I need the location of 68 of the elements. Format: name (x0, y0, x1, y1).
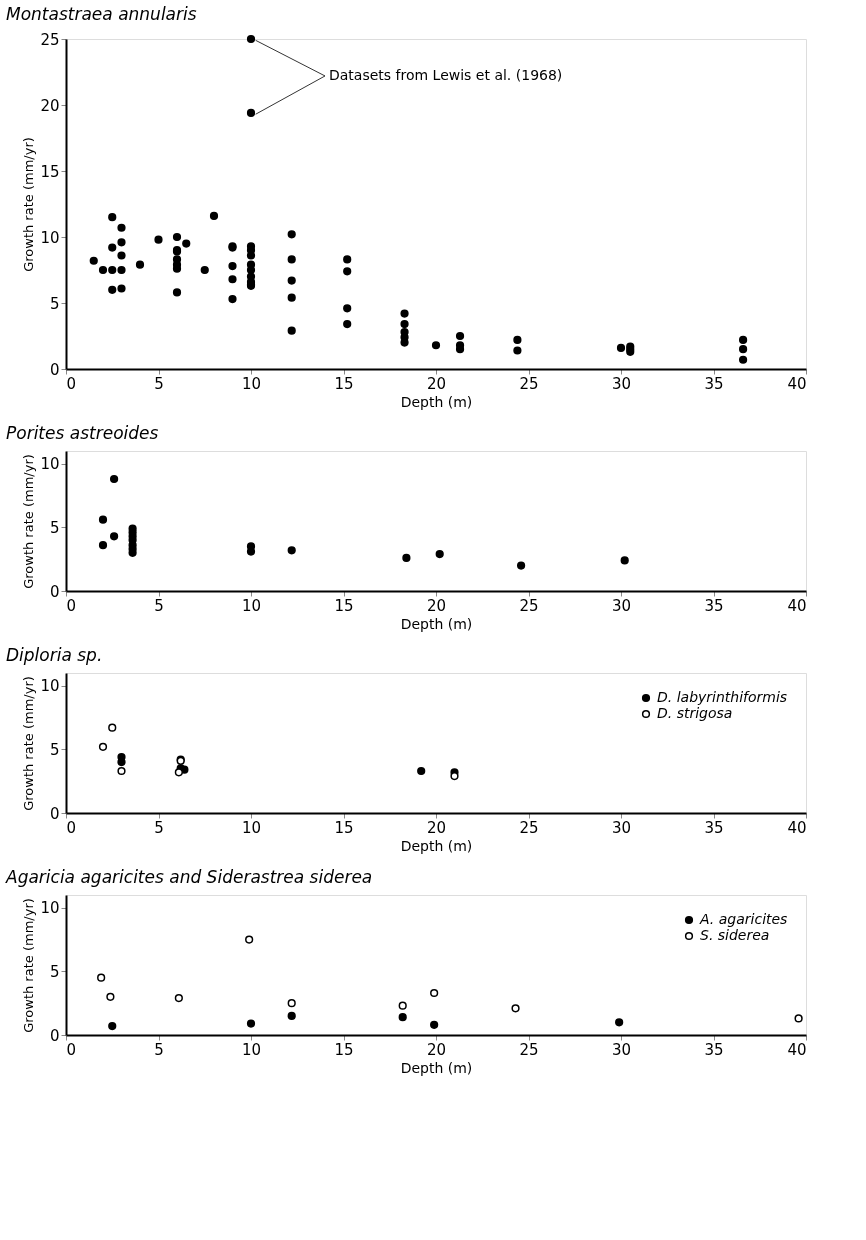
y-tick-label: 0 (49, 360, 60, 379)
annotation: Datasets from Lewis et al. (1968) (329, 66, 563, 83)
x-tick-label: 30 (611, 818, 632, 837)
x-tick-label: 35 (704, 818, 724, 837)
y-tick-label: 5 (49, 962, 60, 981)
x-tick-label: 10 (241, 818, 262, 837)
x-tick-label: 20 (426, 596, 447, 615)
x-tick-label: 35 (704, 596, 724, 615)
chart-title: Porites astreoides (6, 423, 159, 443)
legend-label: S. siderea (700, 927, 770, 943)
x-tick-label: 0 (66, 818, 77, 837)
x-axis-title: Depth (m) (400, 393, 473, 410)
y-axis-title: Growth rate (mm/yr) (21, 137, 37, 272)
x-tick-label: 5 (154, 818, 164, 837)
y-tick-label: 0 (49, 582, 60, 601)
x-tick-label: 5 (154, 596, 164, 615)
x-tick-label: 15 (334, 818, 354, 837)
y-tick-label: 10 (40, 455, 60, 474)
y-tick-label: 0 (49, 1026, 60, 1045)
x-tick-label: 40 (787, 596, 807, 615)
x-tick-label: 35 (704, 1040, 724, 1059)
x-tick-label: 40 (787, 374, 807, 393)
chart-title: Montastraea annularis (6, 4, 197, 24)
y-axis-title: Growth rate (mm/yr) (21, 454, 37, 589)
x-tick-label: 25 (519, 374, 539, 393)
y-tick-label: 25 (40, 30, 60, 49)
x-tick-label: 20 (426, 374, 447, 393)
x-tick-label: 20 (426, 818, 447, 837)
x-tick-label: 25 (519, 818, 539, 837)
x-axis-title: Depth (m) (400, 837, 473, 854)
x-tick-label: 40 (787, 818, 807, 837)
y-tick-label: 5 (49, 294, 60, 313)
chart-title: Agaricia agaricites and Siderastrea siderea (5, 867, 373, 887)
chart-title: Diploria sp. (6, 645, 103, 665)
x-tick-label: 15 (334, 596, 354, 615)
y-axis-title: Growth rate (mm/yr) (21, 898, 37, 1033)
x-tick-label: 0 (66, 1040, 77, 1059)
y-tick-label: 10 (40, 677, 60, 696)
y-tick-label: 20 (40, 96, 60, 115)
y-tick-label: 5 (49, 518, 60, 537)
x-axis-title: Depth (m) (400, 615, 473, 632)
x-axis-title: Depth (m) (400, 1059, 473, 1076)
y-axis-title: Growth rate (mm/yr) (21, 676, 37, 811)
x-tick-label: 15 (334, 374, 354, 393)
x-tick-label: 25 (519, 596, 539, 615)
y-tick-label: 0 (49, 804, 60, 823)
legend-label: D. labyrinthiformis (657, 689, 788, 705)
y-tick-label: 10 (40, 899, 60, 918)
x-tick-label: 30 (611, 596, 632, 615)
x-tick-label: 35 (704, 374, 724, 393)
y-tick-label: 5 (49, 740, 60, 759)
y-tick-label: 15 (40, 162, 60, 181)
legend-label: A. agaricites (699, 911, 788, 927)
x-tick-label: 10 (241, 1040, 262, 1059)
legend-label: D. strigosa (657, 705, 733, 721)
x-tick-label: 20 (426, 1040, 447, 1059)
x-tick-label: 15 (334, 1040, 354, 1059)
x-tick-label: 0 (66, 374, 77, 393)
x-tick-label: 0 (66, 596, 77, 615)
x-tick-label: 10 (241, 596, 262, 615)
x-tick-label: 25 (519, 1040, 539, 1059)
x-tick-label: 40 (787, 1040, 807, 1059)
x-tick-label: 5 (154, 374, 164, 393)
x-tick-label: 10 (241, 374, 262, 393)
x-tick-label: 30 (611, 374, 632, 393)
x-tick-label: 5 (154, 1040, 164, 1059)
y-tick-label: 10 (40, 228, 60, 247)
x-tick-label: 30 (611, 1040, 632, 1059)
